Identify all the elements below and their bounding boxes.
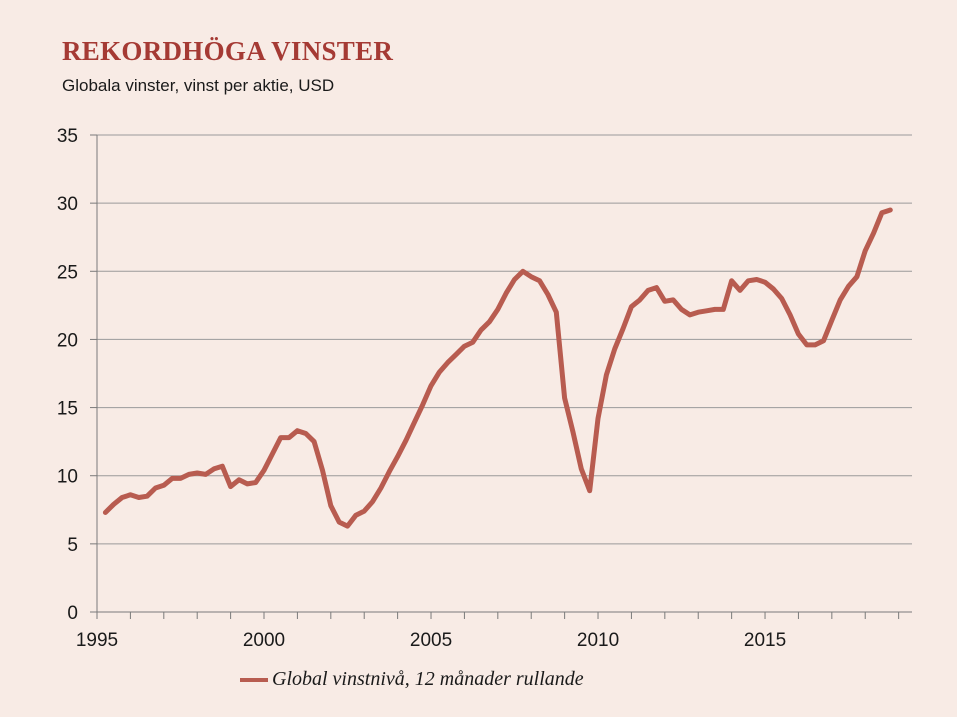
legend: Global vinstnivå, 12 månader rullande [240, 668, 584, 691]
y-axis-ticks: 0 5 10 15 20 25 30 35 [57, 126, 97, 624]
y-tick-label-30: 30 [57, 194, 78, 215]
x-tick-label-2015: 2015 [744, 630, 786, 651]
axes [96, 135, 912, 613]
legend-swatch [240, 677, 268, 682]
x-tick-label-2000: 2000 [243, 630, 285, 651]
chart-subtitle: Globala vinster, vinst per aktie, USD [62, 76, 335, 95]
gridlines [97, 134, 912, 545]
y-tick-label-25: 25 [57, 262, 78, 283]
y-tick-label-0: 0 [67, 603, 78, 624]
y-tick-label-10: 10 [57, 467, 78, 488]
y-tick-label-35: 35 [57, 126, 78, 147]
series-line-0 [102, 207, 893, 529]
x-tick-label-2010: 2010 [577, 630, 619, 651]
x-tick-label-1995: 1995 [76, 630, 118, 651]
y-tick-label-5: 5 [67, 535, 78, 556]
legend-label: Global vinstnivå, 12 månader rullande [272, 668, 584, 690]
y-tick-label-15: 15 [57, 399, 78, 420]
chart-title: REKORDHÖGA VINSTER [62, 36, 394, 66]
series-layer [102, 207, 893, 529]
y-tick-label-20: 20 [57, 330, 78, 351]
x-tick-label-2005: 2005 [410, 630, 452, 651]
x-axis-ticks: 1995 2000 2005 2010 2015 [76, 612, 900, 651]
